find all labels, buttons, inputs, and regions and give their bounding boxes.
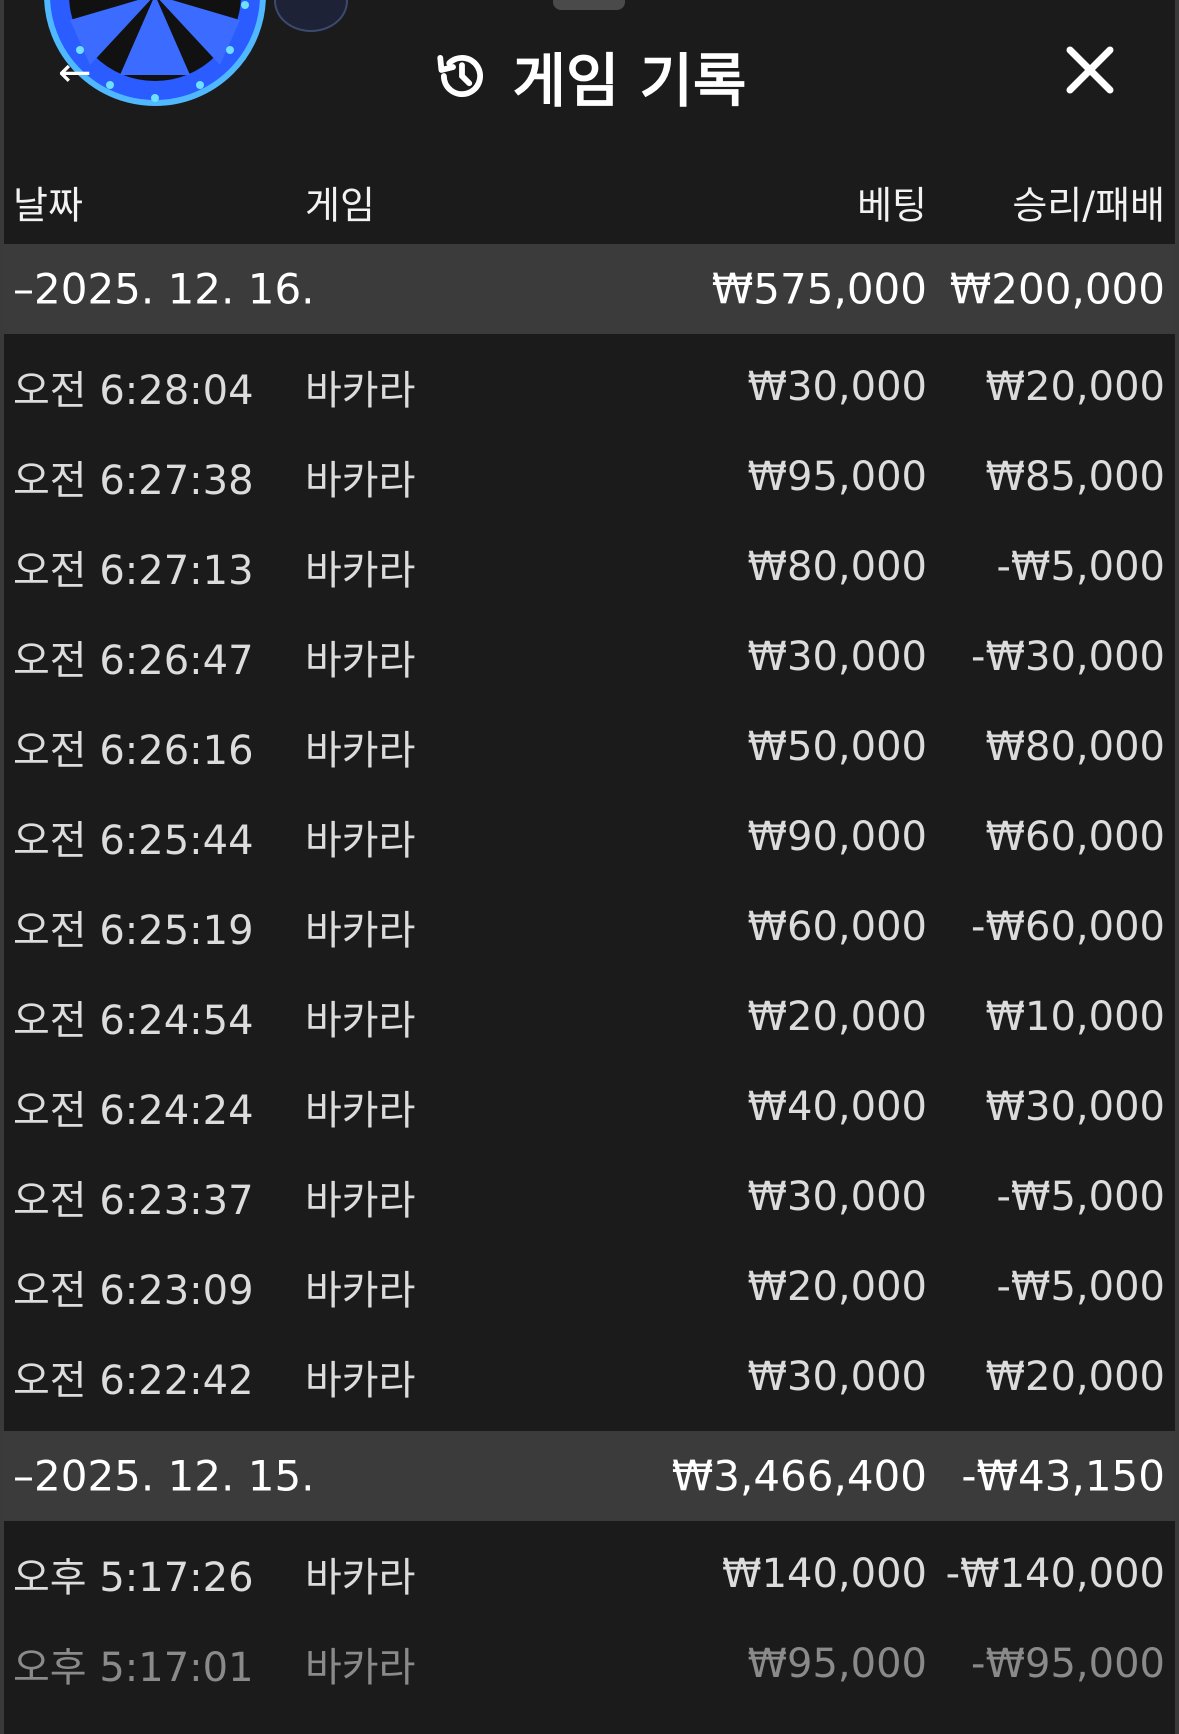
row-bet: ₩20,000 xyxy=(747,1264,927,1310)
row-game: 바카라 xyxy=(305,548,416,594)
row-result: ₩80,000 xyxy=(985,724,1165,770)
column-bet: 베팅 xyxy=(857,183,927,228)
row-game: 바카라 xyxy=(305,728,416,774)
date-group-header[interactable]: –2025. 12. 16. ₩575,000 ₩200,000 xyxy=(4,244,1175,334)
row-game: 바카라 xyxy=(305,1268,416,1314)
row-result: -₩60,000 xyxy=(971,904,1165,950)
table-row[interactable]: 오전 6:28:04 바카라 ₩30,000 ₩20,000 xyxy=(4,342,1175,432)
sheet-drag-handle[interactable] xyxy=(553,0,625,10)
table-row[interactable]: 오전 6:26:47 바카라 ₩30,000 -₩30,000 xyxy=(4,612,1175,702)
row-time: 오전 6:25:44 xyxy=(13,818,254,864)
table-row[interactable]: 오전 6:23:37 바카라 ₩30,000 -₩5,000 xyxy=(4,1152,1175,1242)
table-row[interactable]: 오후 5:17:26 바카라 ₩140,000 -₩140,000 xyxy=(4,1529,1175,1619)
row-result: ₩30,000 xyxy=(985,1084,1165,1130)
row-result: -₩95,000 xyxy=(971,1641,1165,1687)
row-bet: ₩30,000 xyxy=(747,1354,927,1400)
table-row[interactable]: 오전 6:25:44 바카라 ₩90,000 ₩60,000 xyxy=(4,792,1175,882)
group-result-total: -₩43,150 xyxy=(961,1451,1165,1501)
row-time: 오전 6:23:37 xyxy=(13,1178,254,1224)
row-result: -₩30,000 xyxy=(971,634,1165,680)
table-row[interactable]: 오전 6:25:19 바카라 ₩60,000 -₩60,000 xyxy=(4,882,1175,972)
row-time: 오전 6:24:54 xyxy=(13,998,254,1044)
minimize-button[interactable] xyxy=(274,0,348,32)
close-icon[interactable] xyxy=(1062,42,1118,98)
row-result: -₩5,000 xyxy=(996,1264,1166,1310)
row-game: 바카라 xyxy=(305,1088,416,1134)
table-row[interactable]: 오전 6:24:54 바카라 ₩20,000 ₩10,000 xyxy=(4,972,1175,1062)
table-row[interactable]: 오전 6:23:09 바카라 ₩20,000 -₩5,000 xyxy=(4,1242,1175,1332)
row-game: 바카라 xyxy=(305,1645,416,1691)
row-game: 바카라 xyxy=(305,1178,416,1224)
history-icon xyxy=(437,54,483,98)
row-result: -₩5,000 xyxy=(996,544,1166,590)
row-bet: ₩40,000 xyxy=(747,1084,927,1130)
row-time: 오전 6:23:09 xyxy=(13,1268,254,1314)
group-bet-total: ₩3,466,400 xyxy=(671,1451,927,1501)
column-result: 승리/패배 xyxy=(1012,183,1165,228)
right-edge xyxy=(1175,0,1179,1734)
row-result: -₩5,000 xyxy=(996,1174,1166,1220)
left-edge xyxy=(0,0,4,1734)
row-game: 바카라 xyxy=(305,368,416,414)
row-result: ₩20,000 xyxy=(985,1354,1165,1400)
row-game: 바카라 xyxy=(305,998,416,1044)
group-date: –2025. 12. 15. xyxy=(13,1451,315,1501)
table-row[interactable]: 오전 6:27:13 바카라 ₩80,000 -₩5,000 xyxy=(4,522,1175,612)
row-bet: ₩30,000 xyxy=(747,1174,927,1220)
row-game: 바카라 xyxy=(305,1358,416,1404)
row-bet: ₩140,000 xyxy=(722,1551,927,1597)
row-result: ₩10,000 xyxy=(985,994,1165,1040)
group-date: –2025. 12. 16. xyxy=(13,264,315,314)
row-time: 오후 5:17:26 xyxy=(13,1555,254,1601)
row-time: 오전 6:27:38 xyxy=(13,458,254,504)
page-title: 게임 기록 xyxy=(0,34,1179,118)
row-bet: ₩95,000 xyxy=(747,454,927,500)
back-button[interactable]: ← xyxy=(58,50,92,96)
table-header: 날짜 게임 베팅 승리/패배 xyxy=(0,160,1179,244)
row-game: 바카라 xyxy=(305,908,416,954)
row-bet: ₩50,000 xyxy=(747,724,927,770)
table-row[interactable]: 오전 6:27:38 바카라 ₩95,000 ₩85,000 xyxy=(4,432,1175,522)
arrow-left-icon: ← xyxy=(58,50,92,96)
title-text: 게임 기록 xyxy=(512,47,747,115)
row-bet: ₩60,000 xyxy=(747,904,927,950)
row-time: 오전 6:22:42 xyxy=(13,1358,254,1404)
wheel-icon[interactable] xyxy=(40,0,270,110)
row-game: 바카라 xyxy=(305,818,416,864)
row-bet: ₩30,000 xyxy=(747,364,927,410)
row-result: -₩140,000 xyxy=(945,1551,1165,1597)
row-bet: ₩20,000 xyxy=(747,994,927,1040)
group-bet-total: ₩575,000 xyxy=(711,264,927,314)
row-bet: ₩95,000 xyxy=(747,1641,927,1687)
row-time: 오전 6:26:16 xyxy=(13,728,254,774)
table-row[interactable]: 오전 6:24:24 바카라 ₩40,000 ₩30,000 xyxy=(4,1062,1175,1152)
row-game: 바카라 xyxy=(305,638,416,684)
column-game: 게임 xyxy=(305,183,375,228)
row-game: 바카라 xyxy=(305,1555,416,1601)
column-date: 날짜 xyxy=(13,183,83,228)
row-bet: ₩80,000 xyxy=(747,544,927,590)
row-time: 오전 6:24:24 xyxy=(13,1088,254,1134)
row-bet: ₩90,000 xyxy=(747,814,927,860)
row-game: 바카라 xyxy=(305,458,416,504)
row-result: ₩85,000 xyxy=(985,454,1165,500)
date-group-header[interactable]: –2025. 12. 15. ₩3,466,400 -₩43,150 xyxy=(4,1431,1175,1521)
row-bet: ₩30,000 xyxy=(747,634,927,680)
row-result: ₩60,000 xyxy=(985,814,1165,860)
row-time: 오전 6:25:19 xyxy=(13,908,254,954)
row-time: 오후 5:17:01 xyxy=(13,1645,254,1691)
row-time: 오전 6:27:13 xyxy=(13,548,254,594)
row-time: 오전 6:26:47 xyxy=(13,638,254,684)
table-row[interactable]: 오전 6:26:16 바카라 ₩50,000 ₩80,000 xyxy=(4,702,1175,792)
table-row[interactable]: 오전 6:22:42 바카라 ₩30,000 ₩20,000 xyxy=(4,1332,1175,1422)
group-result-total: ₩200,000 xyxy=(949,264,1165,314)
row-result: ₩20,000 xyxy=(985,364,1165,410)
row-time: 오전 6:28:04 xyxy=(13,368,254,414)
table-row[interactable]: 오후 5:17:01 바카라 ₩95,000 -₩95,000 xyxy=(4,1619,1175,1709)
